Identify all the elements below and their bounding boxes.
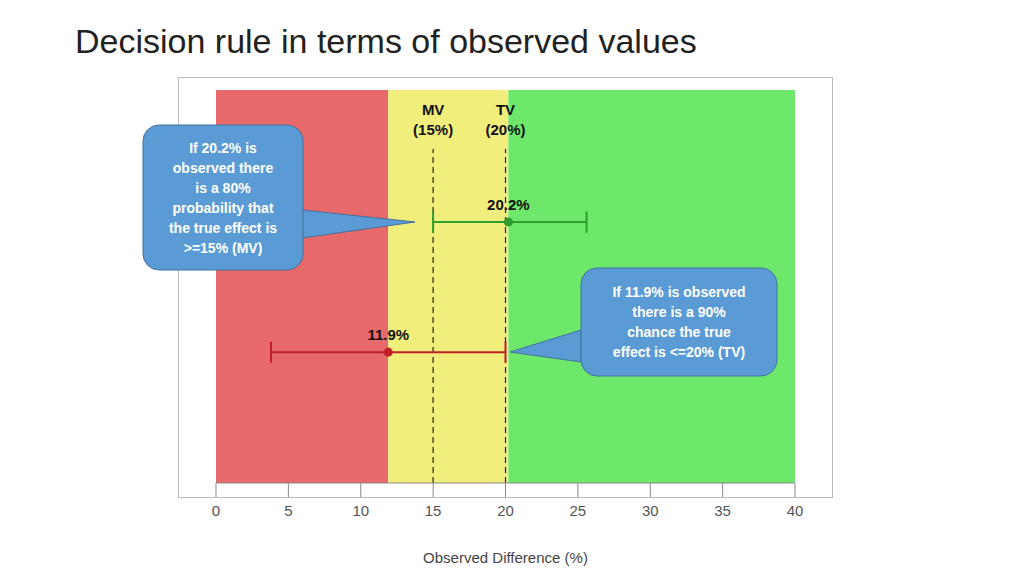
svg-text:there is a 90%: there is a 90% (632, 304, 726, 320)
svg-text:20: 20 (497, 502, 514, 519)
svg-text:effect is <=20% (TV): effect is <=20% (TV) (613, 344, 745, 360)
svg-text:(15%): (15%) (413, 121, 453, 138)
svg-text:5: 5 (284, 502, 292, 519)
svg-text:11.9%: 11.9% (367, 326, 409, 343)
svg-text:If 20.2% is: If 20.2% is (189, 140, 257, 156)
svg-text:the true effect is: the true effect is (169, 220, 277, 236)
svg-text:probability that: probability that (172, 200, 273, 216)
svg-text:observed there: observed there (173, 160, 274, 176)
svg-text:35: 35 (714, 502, 731, 519)
svg-text:TV: TV (496, 101, 515, 118)
svg-text:If 11.9% is observed: If 11.9% is observed (612, 284, 745, 300)
svg-text:10: 10 (352, 502, 369, 519)
svg-text:>=15% (MV): >=15% (MV) (184, 240, 263, 256)
svg-text:30: 30 (642, 502, 659, 519)
svg-text:(20%): (20%) (485, 121, 525, 138)
svg-text:40: 40 (787, 502, 804, 519)
svg-text:0: 0 (212, 502, 220, 519)
svg-text:MV: MV (422, 101, 445, 118)
svg-text:Observed Difference (%): Observed Difference (%) (423, 549, 588, 566)
svg-text:25: 25 (570, 502, 587, 519)
html-text:Decision rule in terms of obse: Decision rule in terms of observed value… (75, 22, 697, 60)
svg-text:chance the true: chance the true (627, 324, 731, 340)
svg-text:is a 80%: is a 80% (195, 180, 251, 196)
svg-text:15: 15 (425, 502, 442, 519)
svg-text:20.2%: 20.2% (487, 196, 530, 213)
